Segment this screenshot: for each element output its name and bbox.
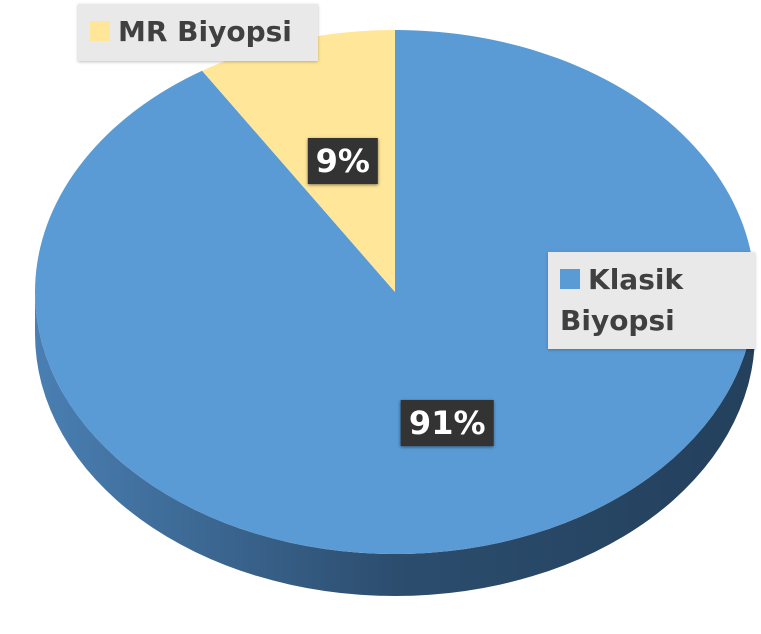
value-label: 91%: [400, 399, 494, 446]
pie-slice: [34, 30, 756, 554]
category-label: Klasik Biyopsi: [548, 252, 755, 350]
category-text: MR Biyopsi: [118, 15, 292, 48]
legend-swatch: [90, 21, 110, 41]
category-label: MR Biyopsi: [78, 4, 318, 61]
category-text: Klasik Biyopsi: [560, 263, 684, 337]
pie-slice: [202, 30, 395, 292]
pie-side: [35, 292, 755, 596]
legend-swatch: [560, 269, 580, 289]
value-label: 9%: [307, 138, 378, 185]
